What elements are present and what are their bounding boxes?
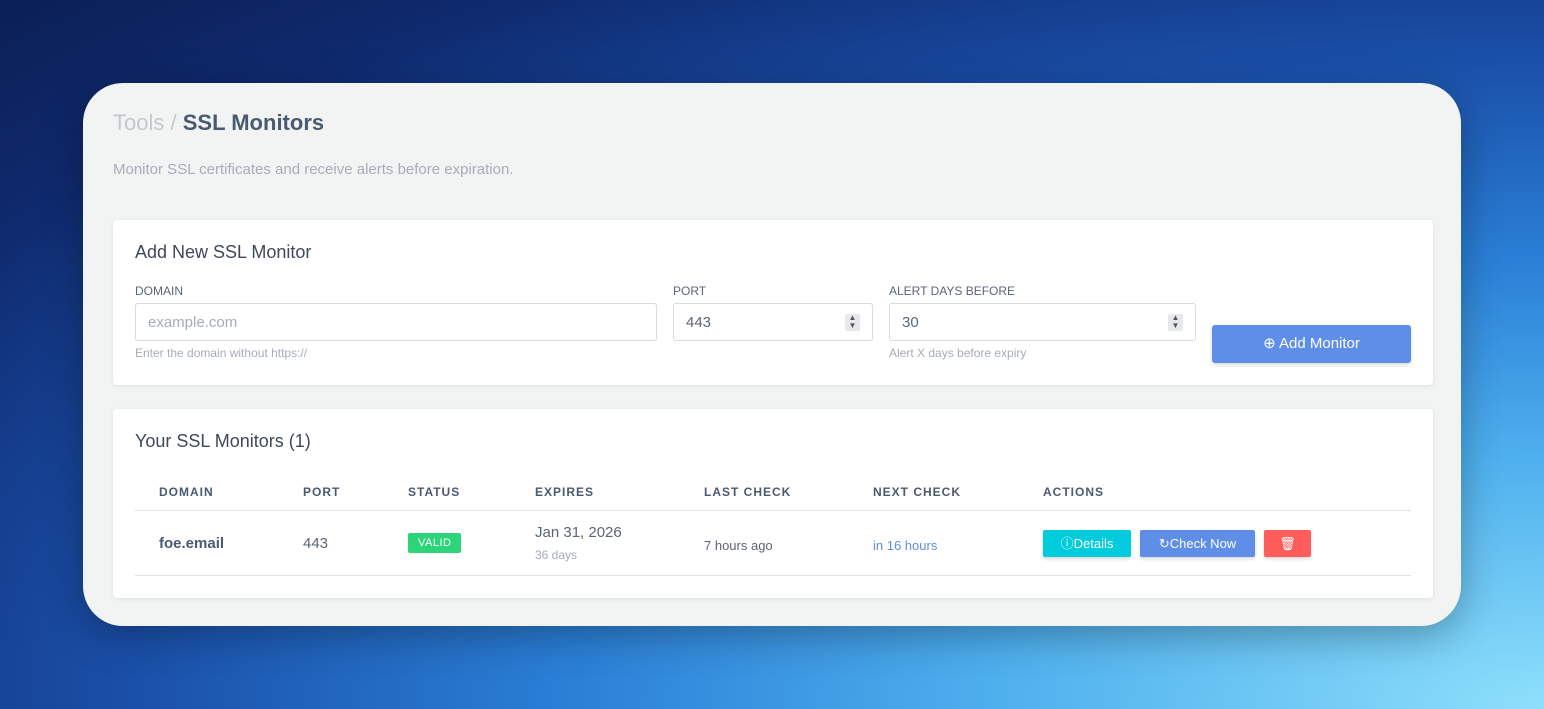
add-monitor-label: Add Monitor bbox=[1279, 335, 1360, 352]
col-expires: EXPIRES bbox=[535, 485, 595, 499]
check-now-button[interactable]: ↻Check Now bbox=[1140, 530, 1255, 557]
row-expires: Jan 31, 2026 bbox=[535, 524, 622, 541]
alert-days-stepper[interactable]: ▲ ▼ bbox=[1168, 314, 1183, 331]
domain-label: DOMAIN bbox=[135, 284, 183, 298]
row-port: 443 bbox=[303, 535, 329, 552]
add-monitor-button[interactable]: ⊕ Add Monitor bbox=[1212, 325, 1411, 363]
col-next-check: NEXT CHECK bbox=[873, 485, 962, 499]
row-last-check: 7 hours ago bbox=[704, 538, 773, 553]
status-badge: VALID bbox=[408, 533, 462, 553]
col-actions: ACTIONS bbox=[1043, 485, 1104, 499]
row-next-check: in 16 hours bbox=[873, 538, 938, 553]
breadcrumb-tools[interactable]: Tools bbox=[113, 110, 165, 135]
alert-days-help: Alert X days before expiry bbox=[889, 346, 1027, 360]
alert-days-label: ALERT DAYS BEFORE bbox=[889, 284, 1016, 298]
port-value: 443 bbox=[686, 314, 712, 331]
add-monitor-title: Add New SSL Monitor bbox=[135, 242, 312, 262]
port-stepper[interactable]: ▲ ▼ bbox=[845, 314, 860, 331]
details-label: Details bbox=[1073, 536, 1114, 551]
row-expires-in: 36 days bbox=[535, 548, 578, 562]
col-port: PORT bbox=[303, 485, 341, 499]
delete-button[interactable]: 🗑 bbox=[1264, 530, 1311, 557]
breadcrumb: Tools / SSL Monitors bbox=[113, 110, 324, 136]
app-window: Tools / SSL Monitors Monitor SSL certifi… bbox=[83, 83, 1461, 626]
row-domain: foe.email bbox=[159, 535, 225, 552]
col-last-check: LAST CHECK bbox=[704, 485, 792, 499]
monitors-title: Your SSL Monitors (1) bbox=[135, 431, 311, 451]
details-button[interactable]: ⓘDetails bbox=[1043, 530, 1131, 557]
domain-help: Enter the domain without https:// bbox=[135, 346, 308, 360]
trash-icon: 🗑 bbox=[1279, 536, 1296, 551]
header-divider bbox=[135, 510, 1411, 511]
info-icon: ⓘ bbox=[1060, 536, 1074, 551]
port-input[interactable]: 443 ▲ ▼ bbox=[673, 303, 873, 341]
col-domain: DOMAIN bbox=[159, 485, 214, 499]
plus-circle-icon: ⊕ bbox=[1263, 335, 1276, 352]
domain-input[interactable]: example.com bbox=[135, 303, 657, 341]
check-now-label: Check Now bbox=[1169, 536, 1237, 551]
alert-days-value: 30 bbox=[902, 314, 919, 331]
add-monitor-card: Add New SSL Monitor DOMAIN example.com E… bbox=[113, 220, 1433, 385]
col-status: STATUS bbox=[408, 485, 461, 499]
refresh-icon: ↻ bbox=[1158, 536, 1170, 551]
alert-days-input[interactable]: 30 ▲ ▼ bbox=[889, 303, 1196, 341]
page-title: SSL Monitors bbox=[182, 110, 325, 135]
row-divider bbox=[135, 575, 1411, 576]
monitors-card: Your SSL Monitors (1) DOMAIN PORT STATUS… bbox=[113, 409, 1433, 598]
page-subtitle: Monitor SSL certificates and receive ale… bbox=[113, 161, 514, 178]
breadcrumb-separator: / bbox=[170, 110, 177, 135]
port-label: PORT bbox=[673, 284, 707, 298]
